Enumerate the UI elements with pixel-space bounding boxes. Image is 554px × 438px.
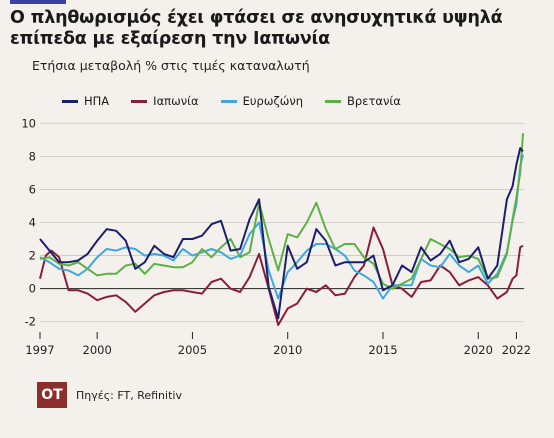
x-tick-label: 2005 [178,343,207,357]
x-tick-label: 2020 [464,343,493,357]
series-line-usa [39,147,524,320]
source-note: Πηγές: FT, Refinitiv [76,389,182,402]
chart-subtitle: Ετήσια μεταβολή % στις τιμές καταναλωτή [32,58,310,73]
y-tick-label: 4 [29,216,36,230]
legend-swatch-usa [62,99,78,103]
legend-label-eurozone: Ευρωζώνη [242,94,304,108]
legend-label-uk: Βρετανία [347,94,401,108]
legend-item-japan: Ιαπωνία [131,94,199,108]
legend-item-uk: Βρετανία [325,94,401,108]
publisher-logo: ΟΤ [37,382,67,408]
x-tick-label: 1997 [25,343,54,357]
y-tick-label: 8 [29,149,36,163]
y-tick-label: 10 [21,116,36,130]
legend-swatch-uk [325,99,342,103]
y-tick-label: 2 [29,249,36,263]
legend-label-japan: Ιαπωνία [153,94,199,108]
legend-item-eurozone: Ευρωζώνη [220,94,304,108]
x-tick-label: 2015 [368,343,397,357]
y-tick-label: -2 [25,315,36,329]
x-tick-label: 2010 [273,343,302,357]
legend-item-usa: ΗΠΑ [62,94,109,108]
series-line-eurozone [39,154,524,300]
legend-label-usa: ΗΠΑ [84,94,110,108]
x-tick-label: 2000 [83,343,112,357]
x-tick-label: 2022 [502,343,531,357]
legend-swatch-eurozone [220,99,237,103]
chart-title: Ο πληθωρισμός έχει φτάσει σε ανησυχητικά… [10,8,503,49]
series-line-uk [39,133,524,290]
series-line-japan [39,226,524,326]
accent-bar [10,0,66,4]
y-tick-label: 6 [29,182,36,196]
legend: ΗΠΑ Ιαπωνία Ευρωζώνη Βρετανία [62,94,401,108]
legend-swatch-japan [131,99,148,103]
y-tick-label: 0 [29,282,36,296]
